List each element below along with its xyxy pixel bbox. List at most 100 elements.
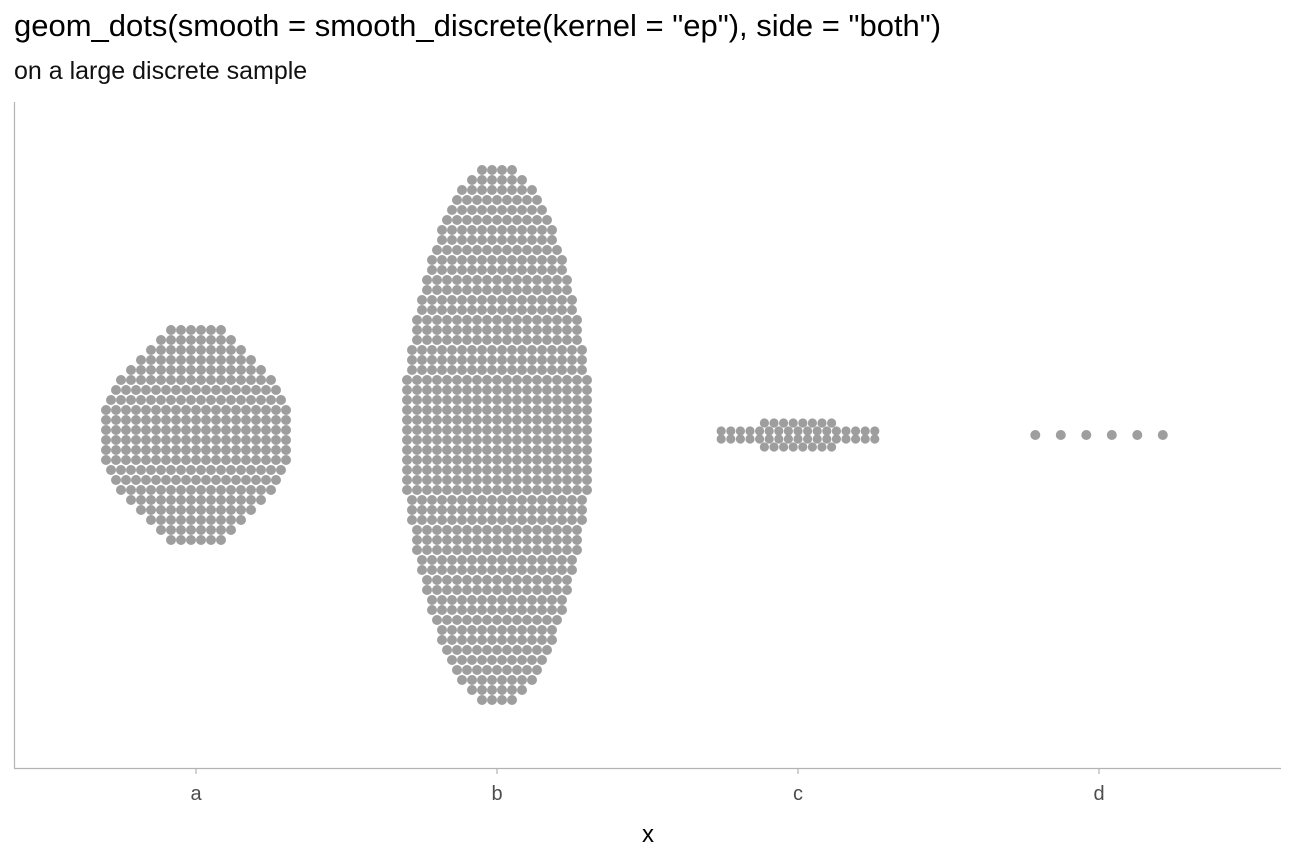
dot — [517, 675, 527, 685]
dot — [793, 426, 803, 436]
dot — [236, 375, 246, 385]
dot — [716, 426, 726, 436]
dot — [191, 415, 201, 425]
dot — [176, 345, 186, 355]
dot — [532, 435, 542, 445]
dot — [522, 395, 532, 405]
dot — [417, 505, 427, 515]
dot — [181, 405, 191, 415]
dot — [542, 335, 552, 345]
dot — [522, 585, 532, 595]
dot — [216, 485, 226, 495]
dot — [552, 385, 562, 395]
dot — [432, 285, 442, 295]
dot — [111, 415, 121, 425]
dot — [497, 565, 507, 575]
dot — [196, 325, 206, 335]
dot — [557, 305, 567, 315]
dot — [412, 405, 422, 415]
dot — [412, 535, 422, 545]
dot — [427, 365, 437, 375]
dot — [472, 285, 482, 295]
dot — [432, 475, 442, 485]
dot — [261, 475, 271, 485]
dot — [437, 605, 447, 615]
dot — [206, 375, 216, 385]
dot — [502, 195, 512, 205]
dot — [557, 495, 567, 505]
dot — [512, 455, 522, 465]
dot — [512, 195, 522, 205]
dot — [156, 515, 166, 525]
dot — [472, 195, 482, 205]
dot — [477, 205, 487, 215]
dot — [497, 235, 507, 245]
dot — [407, 515, 417, 525]
dot — [462, 275, 472, 285]
dot — [402, 395, 412, 405]
dot — [226, 355, 236, 365]
dot — [447, 225, 457, 235]
dot — [716, 434, 726, 444]
dot — [427, 595, 437, 605]
dot — [101, 415, 111, 425]
dot — [146, 505, 156, 515]
dot — [482, 315, 492, 325]
dot — [402, 475, 412, 485]
dot — [537, 625, 547, 635]
dot — [487, 205, 497, 215]
dot — [216, 525, 226, 535]
dot — [422, 405, 432, 415]
dot — [442, 325, 452, 335]
dot — [452, 645, 462, 655]
dot — [517, 365, 527, 375]
dot — [447, 305, 457, 315]
dot — [492, 465, 502, 475]
dot — [522, 535, 532, 545]
dot — [171, 385, 181, 395]
dot — [522, 425, 532, 435]
dot — [472, 425, 482, 435]
dot — [432, 545, 442, 555]
dot — [126, 485, 136, 495]
dot — [281, 415, 291, 425]
dot — [487, 605, 497, 615]
dot — [246, 395, 256, 405]
dot — [502, 385, 512, 395]
dot — [422, 395, 432, 405]
dot — [577, 495, 587, 505]
dot — [156, 465, 166, 475]
dot — [517, 605, 527, 615]
dot — [522, 665, 532, 675]
dot — [256, 495, 266, 505]
dot — [487, 165, 497, 175]
dot — [552, 375, 562, 385]
dot — [537, 365, 547, 375]
dot — [402, 415, 412, 425]
dot — [141, 405, 151, 415]
dot — [442, 215, 452, 225]
dot — [512, 325, 522, 335]
dot — [111, 425, 121, 435]
dot — [447, 655, 457, 665]
dot — [141, 455, 151, 465]
dot — [507, 305, 517, 315]
x-tick-label-b: b — [491, 783, 502, 805]
dot — [812, 434, 822, 444]
dot — [221, 435, 231, 445]
dot — [226, 515, 236, 525]
dot — [111, 435, 121, 445]
dot — [171, 455, 181, 465]
dot — [462, 465, 472, 475]
dot — [512, 315, 522, 325]
dot — [141, 415, 151, 425]
dot — [206, 345, 216, 355]
dot — [582, 415, 592, 425]
dot — [487, 625, 497, 635]
dot — [146, 515, 156, 525]
dot — [457, 365, 467, 375]
dot — [487, 555, 497, 565]
dot — [472, 315, 482, 325]
dot — [422, 455, 432, 465]
